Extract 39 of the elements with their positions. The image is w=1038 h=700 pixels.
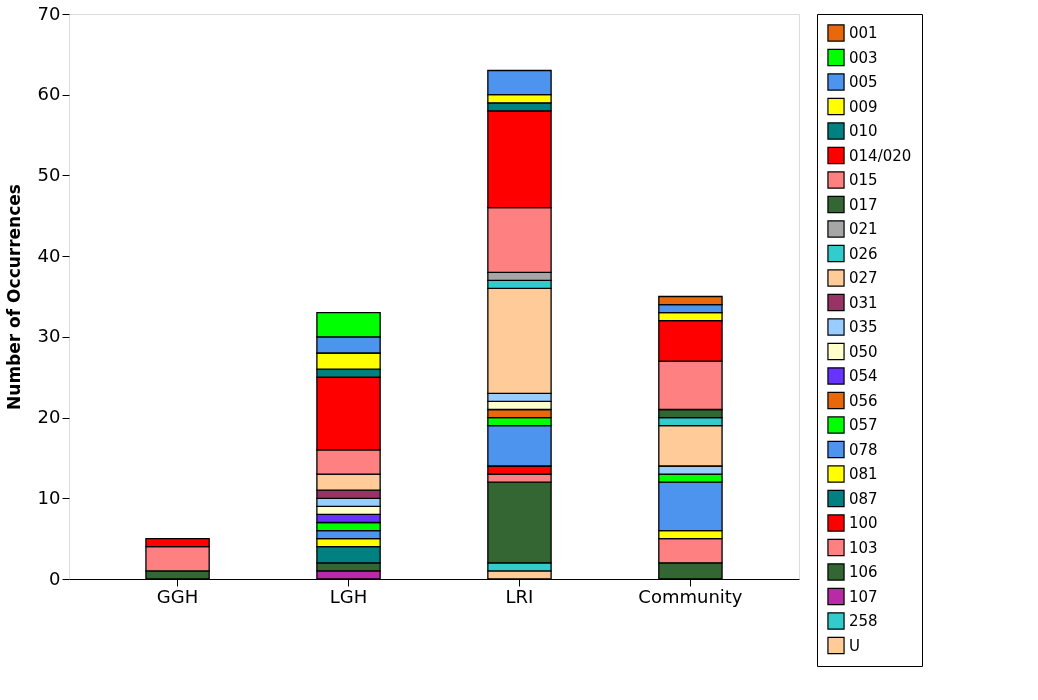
legend-label: 003 — [849, 48, 878, 67]
y-tick-label: 30 — [37, 325, 61, 347]
legend-label: 258 — [849, 612, 878, 630]
legend-label: 078 — [849, 440, 878, 459]
legend-label: 005 — [849, 73, 878, 91]
y-axis-title: Number of Occurrences — [3, 184, 24, 410]
legend-label: 031 — [849, 293, 878, 312]
legend-label: 081 — [849, 465, 878, 483]
legend-label: U — [849, 636, 860, 655]
y-tick-label: 40 — [37, 244, 61, 266]
y-tick-label: 0 — [49, 567, 61, 589]
legend-label: 054 — [849, 367, 878, 385]
x-tick-label: LGH — [329, 585, 368, 607]
legend-label: 026 — [849, 244, 878, 263]
x-tick-label: Community — [638, 585, 743, 607]
y-tick-label: 10 — [37, 486, 61, 508]
y-tick-label: 70 — [37, 2, 61, 24]
legend-label: 014/020 — [849, 146, 912, 165]
x-tick-label: GGH — [156, 585, 199, 607]
legend-label: 056 — [849, 391, 878, 410]
legend-label: 010 — [849, 122, 878, 140]
legend-label: 027 — [849, 269, 878, 287]
x-tick-label: LRI — [505, 585, 534, 607]
legend-label: 015 — [849, 171, 878, 189]
legend-label: 107 — [849, 587, 878, 606]
y-tick-label: 50 — [37, 163, 61, 185]
legend-label: 009 — [849, 97, 878, 116]
legend-label: 021 — [849, 220, 878, 238]
legend-label: 001 — [849, 24, 878, 42]
y-tick-label: 60 — [37, 83, 61, 105]
legend-label: 017 — [849, 195, 878, 214]
legend-label: 035 — [849, 318, 878, 336]
legend-label: 050 — [849, 342, 878, 361]
legend-label: 106 — [849, 563, 878, 581]
legend-label: 100 — [849, 514, 878, 532]
legend-label: 103 — [849, 538, 878, 557]
legend-label: 057 — [849, 416, 878, 434]
y-tick-label: 20 — [37, 406, 61, 428]
legend-label: 087 — [849, 489, 878, 508]
